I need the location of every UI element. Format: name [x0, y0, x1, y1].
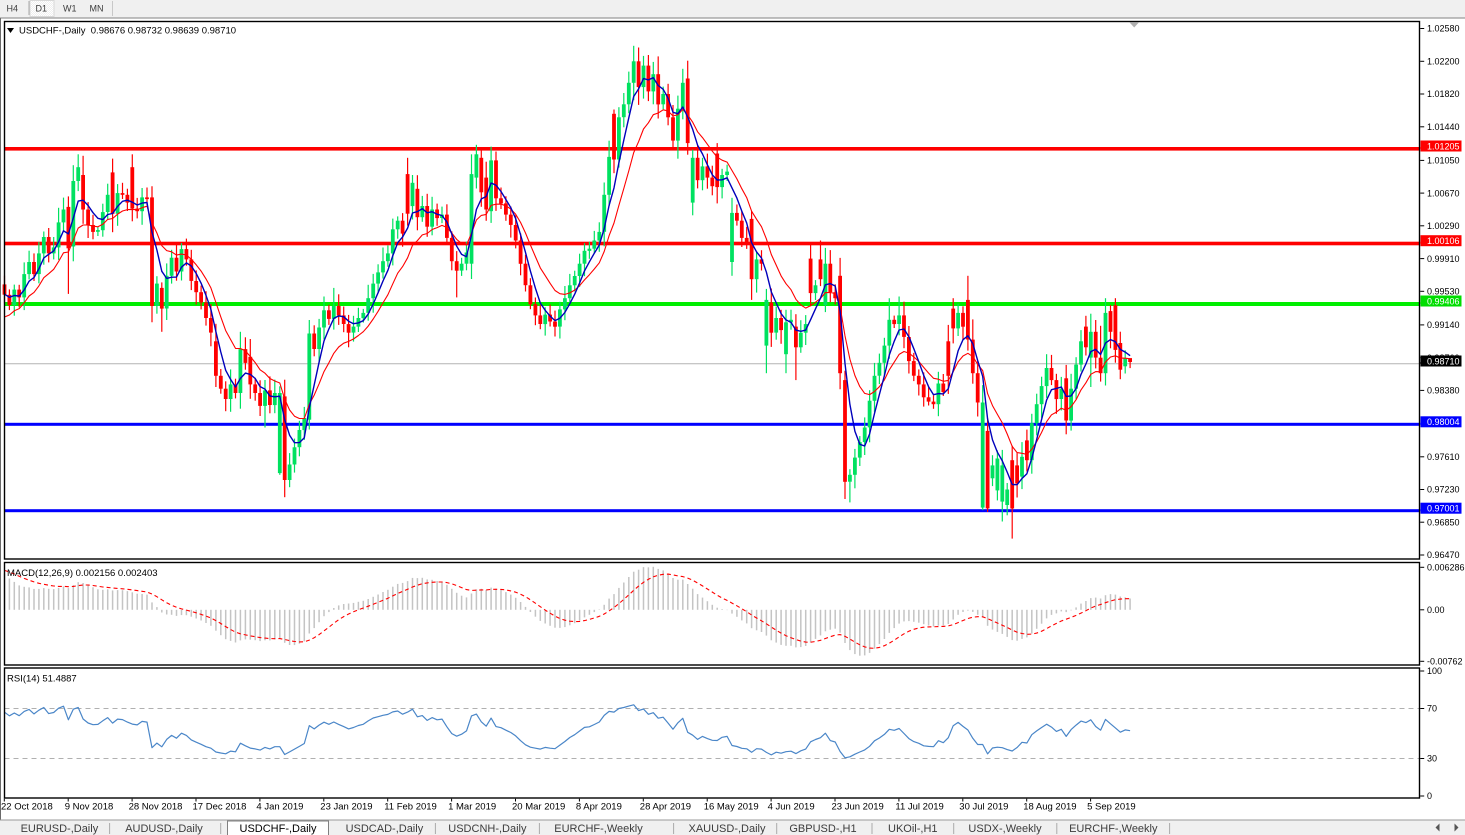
svg-text:0.98004: 0.98004 [1427, 417, 1460, 427]
svg-text:RSI(14) 51.4887: RSI(14) 51.4887 [7, 674, 77, 685]
svg-text:USDCAD-,Daily: USDCAD-,Daily [346, 823, 424, 835]
svg-text:8 Apr 2019: 8 Apr 2019 [576, 802, 622, 813]
svg-text:USDCHF-,Daily 0.98676 0.98732: USDCHF-,Daily 0.98676 0.98732 0.98639 0.… [19, 26, 236, 37]
svg-text:18 Aug 2019: 18 Aug 2019 [1023, 802, 1076, 813]
svg-text:100: 100 [1427, 666, 1442, 676]
svg-text:1.00106: 1.00106 [1427, 236, 1460, 246]
svg-text:1 Mar 2019: 1 Mar 2019 [448, 802, 496, 813]
svg-text:0.99140: 0.99140 [1427, 320, 1460, 330]
svg-text:0.98380: 0.98380 [1427, 386, 1460, 396]
svg-text:0.006286: 0.006286 [1427, 563, 1465, 573]
svg-text:23 Jan 2019: 23 Jan 2019 [320, 802, 372, 813]
svg-text:EURCHF-,Weekly: EURCHF-,Weekly [1069, 823, 1158, 835]
svg-text:1.01820: 1.01820 [1427, 89, 1460, 99]
svg-text:30 Jul 2019: 30 Jul 2019 [959, 802, 1008, 813]
svg-text:1.01205: 1.01205 [1427, 141, 1460, 151]
svg-text:4 Jun 2019: 4 Jun 2019 [768, 802, 815, 813]
svg-text:1.01050: 1.01050 [1427, 156, 1460, 166]
svg-text:28 Nov 2018: 28 Nov 2018 [129, 802, 183, 813]
svg-text:1.01440: 1.01440 [1427, 122, 1460, 132]
svg-text:22 Oct 2018: 22 Oct 2018 [1, 802, 53, 813]
svg-text:1.00290: 1.00290 [1427, 221, 1460, 231]
svg-text:0.98710: 0.98710 [1427, 356, 1460, 366]
svg-text:0: 0 [1427, 791, 1432, 801]
svg-text:W1: W1 [63, 4, 77, 14]
svg-text:0.96470: 0.96470 [1427, 550, 1460, 560]
svg-text:16 May 2019: 16 May 2019 [704, 802, 759, 813]
svg-text:GBPUSD-,H1: GBPUSD-,H1 [789, 823, 856, 835]
svg-text:UKOil-,H1: UKOil-,H1 [888, 823, 938, 835]
svg-text:USDCNH-,Daily: USDCNH-,Daily [448, 823, 527, 835]
svg-text:0.96850: 0.96850 [1427, 517, 1460, 527]
svg-text:30: 30 [1427, 754, 1437, 764]
svg-text:1.02580: 1.02580 [1427, 24, 1460, 34]
svg-text:USDCHF-,Daily: USDCHF-,Daily [240, 823, 318, 835]
svg-text:0.99406: 0.99406 [1427, 296, 1460, 306]
svg-text:17 Dec 2018: 17 Dec 2018 [193, 802, 247, 813]
svg-text:0.97610: 0.97610 [1427, 452, 1460, 462]
svg-text:-0.00762: -0.00762 [1427, 657, 1463, 667]
svg-text:28 Apr 2019: 28 Apr 2019 [640, 802, 691, 813]
svg-text:AUDUSD-,Daily: AUDUSD-,Daily [125, 823, 203, 835]
svg-text:1.02200: 1.02200 [1427, 57, 1460, 67]
svg-text:11 Feb 2019: 11 Feb 2019 [384, 802, 437, 813]
svg-text:20 Mar 2019: 20 Mar 2019 [512, 802, 565, 813]
svg-text:0.00: 0.00 [1427, 605, 1445, 615]
svg-text:1.00670: 1.00670 [1427, 188, 1460, 198]
svg-text:5 Sep 2019: 5 Sep 2019 [1087, 802, 1136, 813]
svg-text:0.97230: 0.97230 [1427, 485, 1460, 495]
svg-text:MN: MN [90, 4, 104, 14]
svg-text:9 Nov 2018: 9 Nov 2018 [65, 802, 114, 813]
svg-text:4 Jan 2019: 4 Jan 2019 [256, 802, 303, 813]
svg-text:XAUUSD-,Daily: XAUUSD-,Daily [688, 823, 766, 835]
svg-text:11 Jul 2019: 11 Jul 2019 [895, 802, 943, 813]
svg-text:H4: H4 [7, 4, 19, 14]
svg-text:70: 70 [1427, 704, 1437, 714]
svg-text:23 Jun 2019: 23 Jun 2019 [832, 802, 884, 813]
svg-text:MACD(12,26,9) 0.002156 0.00240: MACD(12,26,9) 0.002156 0.002403 [7, 568, 158, 579]
svg-text:D1: D1 [36, 4, 48, 14]
svg-text:USDX-,Weekly: USDX-,Weekly [968, 823, 1042, 835]
svg-text:EURUSD-,Daily: EURUSD-,Daily [21, 823, 99, 835]
svg-text:0.99910: 0.99910 [1427, 254, 1460, 264]
svg-text:EURCHF-,Weekly: EURCHF-,Weekly [554, 823, 643, 835]
svg-text:0.97001: 0.97001 [1427, 504, 1460, 514]
svg-text:0.99530: 0.99530 [1427, 287, 1460, 297]
